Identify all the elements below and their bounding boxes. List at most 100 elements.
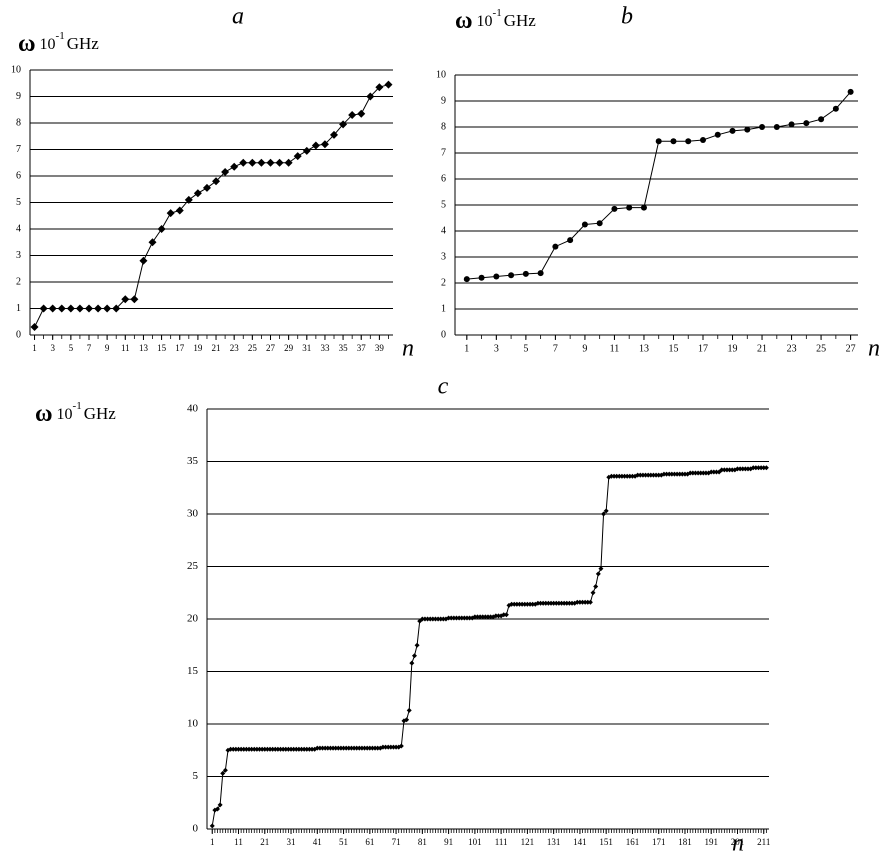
data-point (311, 141, 320, 150)
data-point (259, 746, 265, 752)
data-point (283, 746, 289, 752)
data-point (556, 600, 562, 606)
data-point (669, 471, 675, 477)
data-point (551, 600, 557, 606)
x-tick-label: 211 (757, 837, 770, 847)
data-point (209, 823, 215, 829)
data-point (744, 126, 751, 133)
data-point (30, 323, 39, 332)
data-point (354, 745, 360, 751)
data-point (508, 272, 515, 279)
data-point (472, 614, 478, 620)
data-point (611, 205, 618, 212)
data-point (569, 600, 575, 606)
data-point (438, 616, 444, 622)
y-tick-label: 0 (441, 329, 446, 340)
data-point (587, 599, 593, 605)
data-point (745, 466, 751, 472)
data-point (288, 746, 294, 752)
x-tick-label: 181 (678, 837, 692, 847)
data-point (626, 204, 633, 211)
x-tick-label: 11 (610, 343, 620, 354)
x-tick-label: 21 (260, 837, 269, 847)
data-point (585, 599, 591, 605)
data-point (666, 471, 672, 477)
data-point (496, 613, 502, 619)
data-point (461, 615, 467, 621)
y-label-exponent: -1 (493, 7, 502, 19)
data-point (548, 600, 554, 606)
data-point (94, 304, 103, 313)
data-point (121, 295, 130, 304)
x-tick-label: 29 (284, 343, 294, 353)
x-tick-label: 17 (175, 343, 185, 353)
data-point (488, 614, 494, 620)
data-point (616, 473, 622, 479)
x-axis-label: n (732, 831, 744, 855)
x-tick-label: 27 (846, 343, 856, 354)
data-point (640, 204, 647, 211)
x-tick-label: 1 (464, 343, 469, 354)
data-point (388, 744, 394, 750)
data-point (677, 471, 683, 477)
y-tick-label: 2 (441, 277, 446, 288)
y-tick-label: 25 (187, 560, 199, 572)
y-tick-label: 3 (16, 250, 21, 261)
x-tick-label: 31 (302, 343, 311, 353)
data-point (246, 746, 252, 752)
data-point (478, 274, 485, 281)
data-point (103, 304, 112, 313)
data-point (293, 746, 299, 752)
data-point (239, 158, 248, 167)
data-point (698, 470, 704, 476)
data-point (635, 472, 641, 478)
data-point (456, 615, 462, 621)
data-point (222, 767, 228, 773)
data-point (359, 745, 365, 751)
data-point (713, 469, 719, 475)
y-label-unit: GHz (504, 11, 537, 30)
data-point (375, 745, 381, 751)
data-point (419, 616, 425, 622)
y-label-exponent: -1 (56, 30, 65, 42)
data-point (622, 473, 628, 479)
data-point (380, 744, 386, 750)
x-tick-label: 1 (210, 837, 215, 847)
data-point (582, 599, 588, 605)
data-point (275, 158, 284, 167)
data-point (645, 472, 651, 478)
y-label-unit: GHz (84, 404, 117, 423)
data-point (459, 615, 465, 621)
data-point (341, 745, 347, 751)
data-point (608, 473, 614, 479)
x-tick-label: 23 (230, 343, 240, 353)
data-point (356, 745, 362, 751)
y-tick-label: 4 (16, 223, 21, 234)
data-point (320, 745, 326, 751)
y-tick-label: 40 (187, 403, 199, 415)
y-tick-label: 6 (441, 173, 446, 184)
data-point (656, 472, 662, 478)
data-point (561, 600, 567, 606)
data-point (166, 209, 175, 218)
data-point (755, 465, 761, 471)
y-tick-label: 5 (16, 197, 21, 208)
data-point (687, 470, 693, 476)
data-point (48, 304, 57, 313)
data-point (703, 470, 709, 476)
x-tick-label: 31 (287, 837, 296, 847)
data-point (493, 613, 499, 619)
data-point (714, 131, 721, 138)
data-point (238, 746, 244, 752)
data-point (293, 152, 302, 161)
x-tick-label: 13 (139, 343, 149, 353)
data-point (217, 802, 223, 808)
data-point (674, 471, 680, 477)
x-tick-label: 3 (50, 343, 55, 353)
data-point (193, 189, 202, 198)
data-point (233, 746, 239, 752)
data-point (729, 127, 736, 134)
data-point (302, 146, 311, 155)
data-point (650, 472, 656, 478)
y-tick-label: 2 (16, 276, 21, 287)
